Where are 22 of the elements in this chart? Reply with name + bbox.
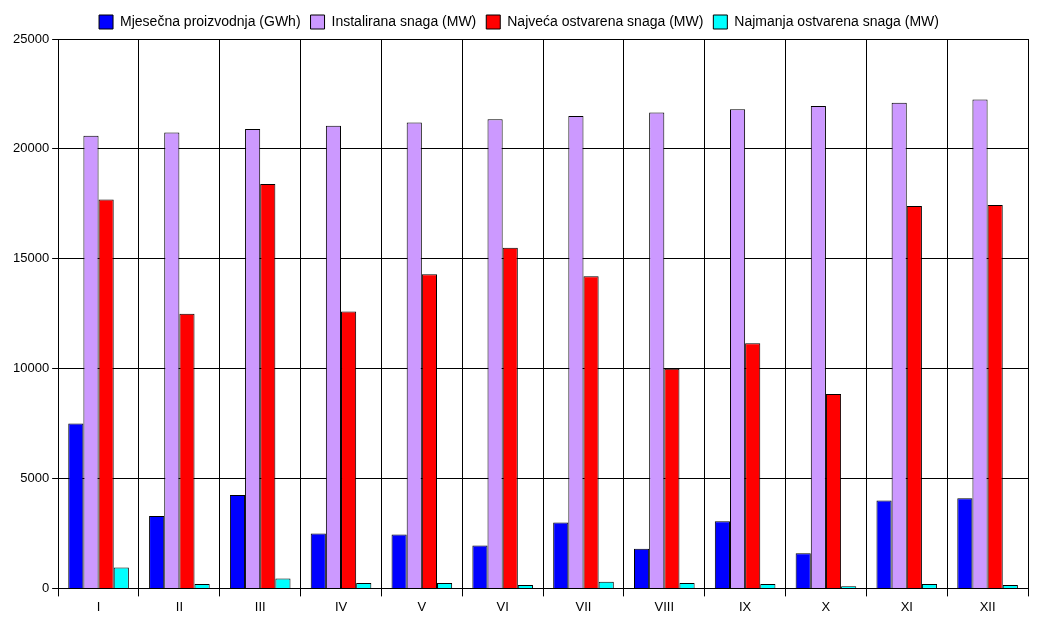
y-tick-label: 15000 — [12, 250, 50, 266]
x-tick-label: IX — [738, 598, 752, 614]
x-tick-label: II — [175, 598, 183, 614]
y-tick-label: 0 — [41, 579, 50, 595]
x-tick-label: I — [96, 598, 101, 614]
legend-label: Najveća ostvarena snaga (MW) — [507, 12, 704, 29]
x-tick-label: III — [254, 598, 266, 614]
y-tick-label: 5000 — [20, 470, 50, 486]
x-tick-label: VI — [496, 598, 509, 614]
x-tick-label: XI — [900, 598, 913, 614]
x-tick-label: IV — [334, 598, 348, 614]
x-tick-label: XII — [979, 598, 996, 614]
y-tick-label: 10000 — [12, 360, 50, 376]
y-tick-label: 25000 — [12, 30, 50, 46]
legend-label: Instalirana snaga (MW) — [331, 12, 477, 29]
x-tick-label: V — [417, 598, 427, 614]
legend-label: Najmanja ostvarena snaga (MW) — [734, 12, 939, 29]
x-tick-label: X — [821, 598, 831, 614]
x-tick-label: VII — [575, 598, 592, 614]
x-tick-label: VIII — [654, 598, 675, 614]
legend-label: Mjesečna proizvodnja (GWh) — [120, 12, 301, 29]
y-tick-label: 20000 — [12, 140, 50, 156]
